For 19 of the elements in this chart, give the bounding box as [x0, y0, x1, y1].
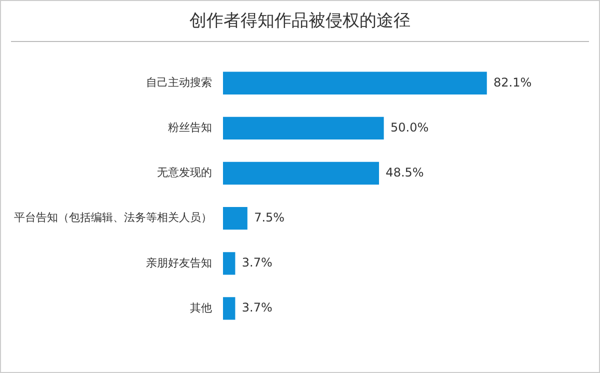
y-tick-label: 无意发现的: [157, 166, 212, 180]
bar: [223, 116, 384, 140]
data-label: 7.5%: [254, 210, 285, 224]
y-tick-label: 亲朋好友告知: [146, 256, 212, 270]
bar: [223, 297, 236, 320]
y-tick-label: 粉丝告知: [168, 121, 212, 134]
bar: [223, 252, 236, 275]
bar: [223, 72, 487, 94]
data-label: 48.5%: [386, 165, 424, 180]
y-tick-label: 自己主动搜索: [146, 76, 212, 89]
y-tick-label: 平台告知（包括编辑、法务等相关人员）: [14, 211, 212, 224]
data-label: 82.1%: [494, 75, 532, 90]
data-label: 3.7%: [242, 300, 272, 315]
bar: [223, 207, 248, 230]
data-label: 3.7%: [242, 256, 272, 270]
data-label: 50.0%: [390, 120, 429, 134]
chart-title: 创作者得知作品被侵权的途径: [188, 10, 412, 32]
y-tick-label: 其他: [190, 301, 212, 314]
bar: [223, 162, 380, 185]
